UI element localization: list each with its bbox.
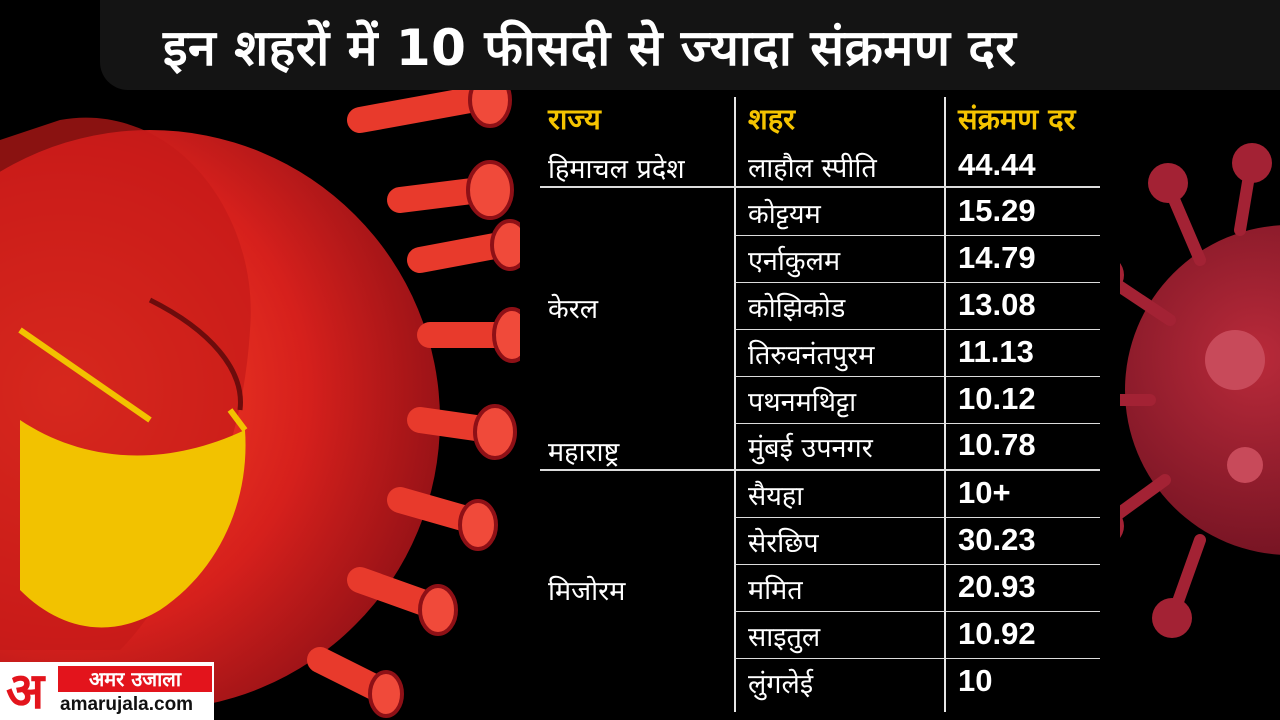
column-divider	[734, 97, 736, 712]
table-row: एर्नाकुलम 14.79	[734, 236, 1100, 283]
header-rate: संक्रमण दर	[958, 102, 1076, 136]
city-name: तिरुवनंतपुरम	[748, 340, 875, 371]
rate-value: 10.12	[958, 381, 1036, 416]
city-name: एर्नाकुलम	[748, 246, 841, 277]
header-state: राज्य	[548, 102, 601, 136]
city-name: ममित	[748, 575, 803, 606]
logo-mark: अ	[6, 662, 45, 720]
rate-value: 10.92	[958, 616, 1036, 651]
amarujala-logo[interactable]: अ अमर उजाला amarujala.com	[0, 662, 214, 720]
rate-value: 30.23	[958, 522, 1036, 557]
city-name: सैयहा	[748, 481, 804, 512]
rate-value: 13.08	[958, 287, 1036, 322]
rate-value: 20.93	[958, 569, 1036, 604]
rate-value: 15.29	[958, 193, 1036, 228]
table-row: पथनमथिट्टा 10.12	[734, 377, 1100, 424]
city-name: साइतुल	[748, 622, 821, 653]
rate-value: 10	[958, 663, 993, 698]
logo-url: amarujala.com	[60, 694, 194, 715]
table-row: कोट्टयम 15.29	[734, 189, 1100, 236]
infection-rate-table: राज्य शहर संक्रमण दर हिमाचल प्रदेश केरल …	[540, 97, 1100, 712]
city-name: सेरछिप	[748, 528, 819, 559]
table-row: मुंबई उपनगर 10.78	[734, 423, 1100, 469]
column-divider	[944, 97, 946, 712]
state-kerala: केरल	[548, 294, 599, 325]
table-row: ममित 20.93	[734, 565, 1100, 612]
mask-illustration	[20, 420, 246, 628]
table-row: तिरुवनंतपुरम 11.13	[734, 330, 1100, 377]
group-divider	[540, 469, 1100, 471]
state-himachal: हिमाचल प्रदेश	[548, 154, 685, 185]
city-name: कोट्टयम	[748, 199, 821, 230]
header-city: शहर	[748, 102, 795, 136]
rate-value: 11.13	[958, 334, 1034, 369]
group-divider	[540, 186, 1100, 188]
table-row: लुंगलेई 10	[734, 659, 1100, 705]
table-row: सैयहा 10+	[734, 471, 1100, 518]
rate-value: 10.78	[958, 427, 1036, 462]
state-mizoram: मिजोरम	[548, 576, 626, 607]
city-name: लुंगलेई	[748, 669, 814, 700]
rate-value: 44.44	[958, 147, 1036, 182]
state-maharashtra: महाराष्ट्र	[548, 437, 620, 468]
city-name: लाहौल स्पीति	[748, 153, 877, 184]
table-row: लाहौल स्पीति 44.44	[734, 143, 1100, 189]
table-row: कोझिकोड 13.08	[734, 283, 1100, 330]
title-bar	[100, 0, 1280, 90]
city-name: कोझिकोड	[748, 293, 846, 324]
city-name: मुंबई उपनगर	[748, 433, 873, 464]
city-name: पथनमथिट्टा	[748, 387, 857, 418]
table-row: साइतुल 10.92	[734, 612, 1100, 659]
logo-brand-name: अमर उजाला	[58, 666, 212, 692]
table-row: सेरछिप 30.23	[734, 518, 1100, 565]
rate-value: 14.79	[958, 240, 1036, 275]
page-title: इन शहरों में 10 फीसदी से ज्यादा संक्रमण …	[163, 19, 1017, 77]
rate-value: 10+	[958, 475, 1011, 510]
